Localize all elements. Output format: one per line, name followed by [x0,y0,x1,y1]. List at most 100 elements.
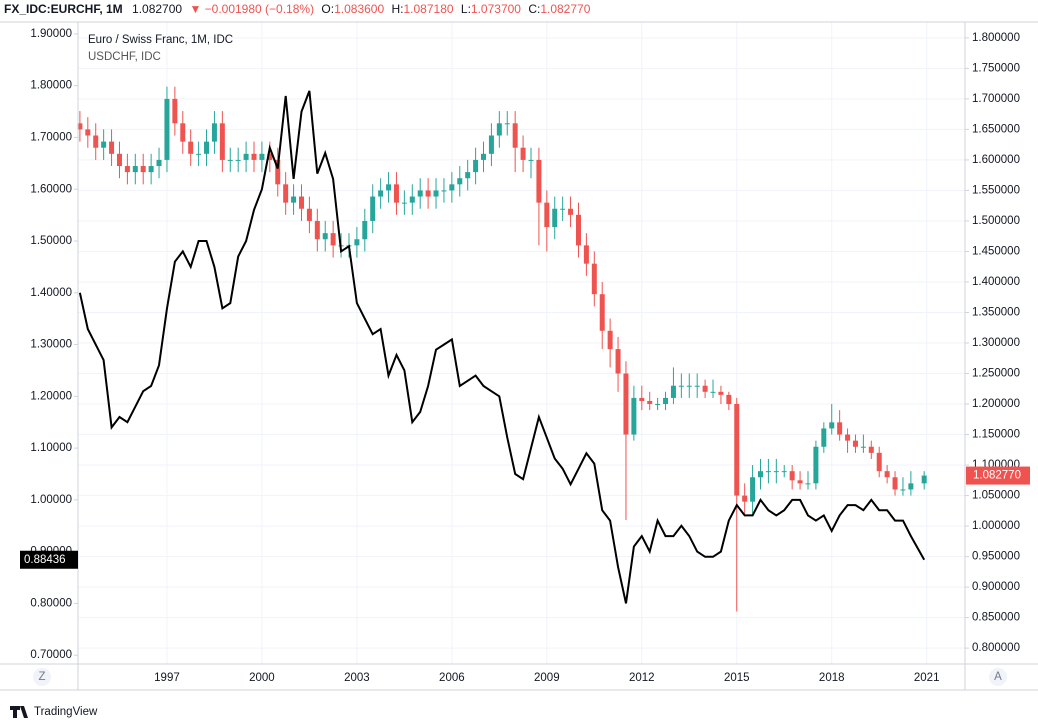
candle-body [821,428,827,447]
candle-body [583,245,589,264]
candle-body [607,330,613,350]
candle-body [378,190,384,197]
candle-body [678,385,684,387]
candle-body [401,202,407,204]
high-label: H: [392,2,404,16]
marks [77,86,927,612]
candle-body [921,475,927,484]
y-tick-label: 1.00000 [30,494,72,506]
candle-body [259,153,265,160]
candle-body [298,196,304,209]
x-tick-label: 2006 [439,672,465,684]
candle-body [726,394,732,405]
candle-body [512,123,518,148]
y2-tick-label: 0.900000 [972,581,1020,593]
y2-tick-label: 0.850000 [972,612,1020,624]
open: 1.083600 [334,2,384,16]
candle-body [742,495,748,502]
candle-body [900,489,906,491]
candle-body [876,452,882,472]
y2-tick-label: 1.200000 [972,398,1020,410]
candle-body [172,98,178,124]
candle-body [116,153,122,167]
candle-body [639,397,645,401]
candle-body [77,123,83,130]
x-tick-label: 1997 [154,672,180,684]
candle-body [156,159,162,167]
last-price-box [966,466,1030,485]
candle-body [449,184,455,191]
candle-body [488,135,494,154]
candle-body [354,239,360,246]
last-value-box [20,550,78,569]
candle-body [291,196,297,203]
candle-body [908,483,914,490]
candle-body [132,166,138,173]
low: 1.073700 [471,2,521,16]
auto-button-label[interactable]: A [994,671,1002,683]
high: 1.087180 [404,2,454,16]
candle-body [393,184,399,203]
open-label: O: [321,2,334,16]
candle-body [568,208,574,215]
candle-body [750,477,756,502]
candle-body [306,208,312,221]
candle-body [734,404,740,496]
candle-body [473,159,479,173]
brand[interactable]: TradingView [34,706,98,718]
close: 1.082770 [540,2,590,16]
candle-body [694,385,700,387]
candle-body [180,123,186,142]
candle-body [465,172,471,179]
scale-button-label[interactable]: Z [38,671,45,683]
candle-body [330,233,336,246]
header: FX_IDC:EURCHF, 1M 1.082700 ▼ −0.001980 (… [4,2,591,16]
y-tick-label: 1.90000 [30,28,72,40]
legend-overlay: USDCHF, IDC [88,51,161,63]
candle-body [852,440,858,447]
change: ▼ −0.001980 (−0.18%) [189,2,314,16]
y-tick-label: 1.50000 [30,235,72,247]
candle-body [773,471,779,473]
y2-tick-label: 1.050000 [972,490,1020,502]
candle-body [623,373,629,435]
candle-body [433,190,439,197]
y2-tick-label: 1.600000 [972,154,1020,166]
candle-body [781,471,787,473]
auto-button[interactable] [989,668,1007,686]
x-tick-label: 2009 [534,672,560,684]
scale-button[interactable] [33,668,51,686]
y2-tick-label: 1.350000 [972,307,1020,319]
y2-tick-label: 1.500000 [972,215,1020,227]
candle-body [631,397,637,435]
candle-body [227,159,233,161]
candle-body [188,141,194,154]
candle-body [441,190,447,192]
candle-body [536,159,542,203]
candle-body [591,263,597,295]
x-tick-label: 2000 [249,672,275,684]
symbol: FX_IDC:EURCHF, 1M [4,2,123,16]
x-tick-label: 2021 [914,672,940,684]
y2-tick-label: 1.150000 [972,429,1020,441]
y-tick-label: 1.40000 [30,287,72,299]
last-price-label: 1.082770 [973,470,1021,482]
low-label: L: [461,2,471,16]
y-tick-label: 1.10000 [30,442,72,454]
y2-tick-label: 1.400000 [972,276,1020,288]
candle-body [219,123,225,160]
candle-body [845,434,851,441]
candle-body [647,400,653,405]
candle-body [575,214,581,246]
candle-body [504,123,510,125]
y2-tick-label: 1.300000 [972,337,1020,349]
candle-body [251,153,257,160]
candle-body [283,184,289,203]
candle-body [496,123,502,136]
y-tick-label: 1.60000 [30,183,72,195]
candle-body [235,159,241,161]
y2-tick-label: 1.250000 [972,368,1020,380]
candle-body [892,477,898,490]
